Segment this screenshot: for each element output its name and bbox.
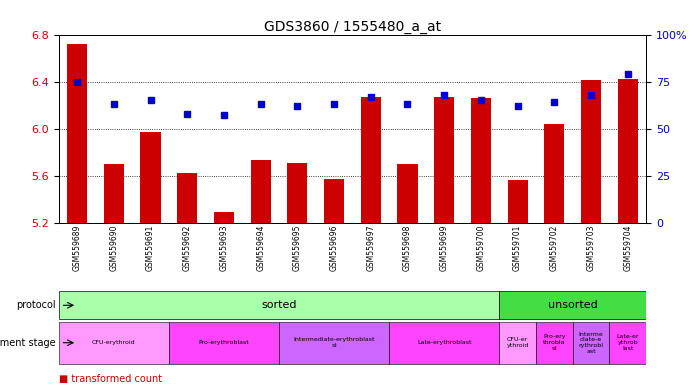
Bar (573, 321, 609, 364)
Text: Late-erythroblast: Late-erythroblast (417, 340, 471, 345)
Bar (545, 124, 565, 223)
Text: Late-er
ythrob
last: Late-er ythrob last (616, 334, 639, 351)
Bar (536, 321, 573, 364)
Text: CFU-erythroid: CFU-erythroid (92, 340, 135, 345)
Text: Pro-erythroblast: Pro-erythroblast (198, 340, 249, 345)
Bar (59, 291, 499, 319)
Bar (507, 180, 528, 223)
Text: GSM559690: GSM559690 (109, 225, 118, 271)
Text: GSM559701: GSM559701 (513, 225, 522, 271)
Bar (169, 321, 279, 364)
Bar (140, 132, 160, 223)
Text: protocol: protocol (16, 300, 55, 310)
Text: GSM559689: GSM559689 (73, 225, 82, 271)
Bar (434, 97, 454, 223)
Text: GSM559698: GSM559698 (403, 225, 412, 271)
Bar (104, 164, 124, 223)
Bar (499, 291, 646, 319)
Bar (214, 212, 234, 223)
Text: GSM559697: GSM559697 (366, 225, 375, 271)
Text: GSM559702: GSM559702 (550, 225, 559, 271)
Bar (67, 44, 87, 223)
Text: Intermediate-erythroblast
st: Intermediate-erythroblast st (293, 337, 375, 348)
Bar (389, 321, 499, 364)
Text: GSM559694: GSM559694 (256, 225, 265, 271)
Bar (618, 79, 638, 223)
Bar (287, 163, 307, 223)
Bar (177, 173, 198, 223)
Bar (609, 321, 646, 364)
Bar (581, 80, 601, 223)
Bar (279, 321, 389, 364)
Text: CFU-er
ythroid: CFU-er ythroid (507, 337, 529, 348)
Text: GSM559696: GSM559696 (330, 225, 339, 271)
Text: Pro-ery
throbla
st: Pro-ery throbla st (543, 334, 565, 351)
Text: GSM559695: GSM559695 (293, 225, 302, 271)
Bar (361, 97, 381, 223)
Text: development stage: development stage (0, 338, 55, 348)
Title: GDS3860 / 1555480_a_at: GDS3860 / 1555480_a_at (264, 20, 441, 33)
Text: ■ transformed count: ■ transformed count (59, 374, 162, 384)
Text: GSM559693: GSM559693 (220, 225, 229, 271)
Bar (324, 179, 344, 223)
Text: GSM559699: GSM559699 (439, 225, 448, 271)
Text: GSM559703: GSM559703 (587, 225, 596, 271)
Bar (471, 98, 491, 223)
Bar (59, 321, 169, 364)
Text: GSM559700: GSM559700 (476, 225, 485, 271)
Text: GSM559704: GSM559704 (623, 225, 632, 271)
Text: Interme
diate-e
rythrobl
ast: Interme diate-e rythrobl ast (578, 331, 603, 354)
Bar (499, 321, 536, 364)
Bar (251, 161, 271, 223)
Text: sorted: sorted (261, 300, 296, 310)
Text: GSM559692: GSM559692 (182, 225, 191, 271)
Text: unsorted: unsorted (548, 300, 598, 310)
Bar (397, 164, 417, 223)
Text: GSM559691: GSM559691 (146, 225, 155, 271)
